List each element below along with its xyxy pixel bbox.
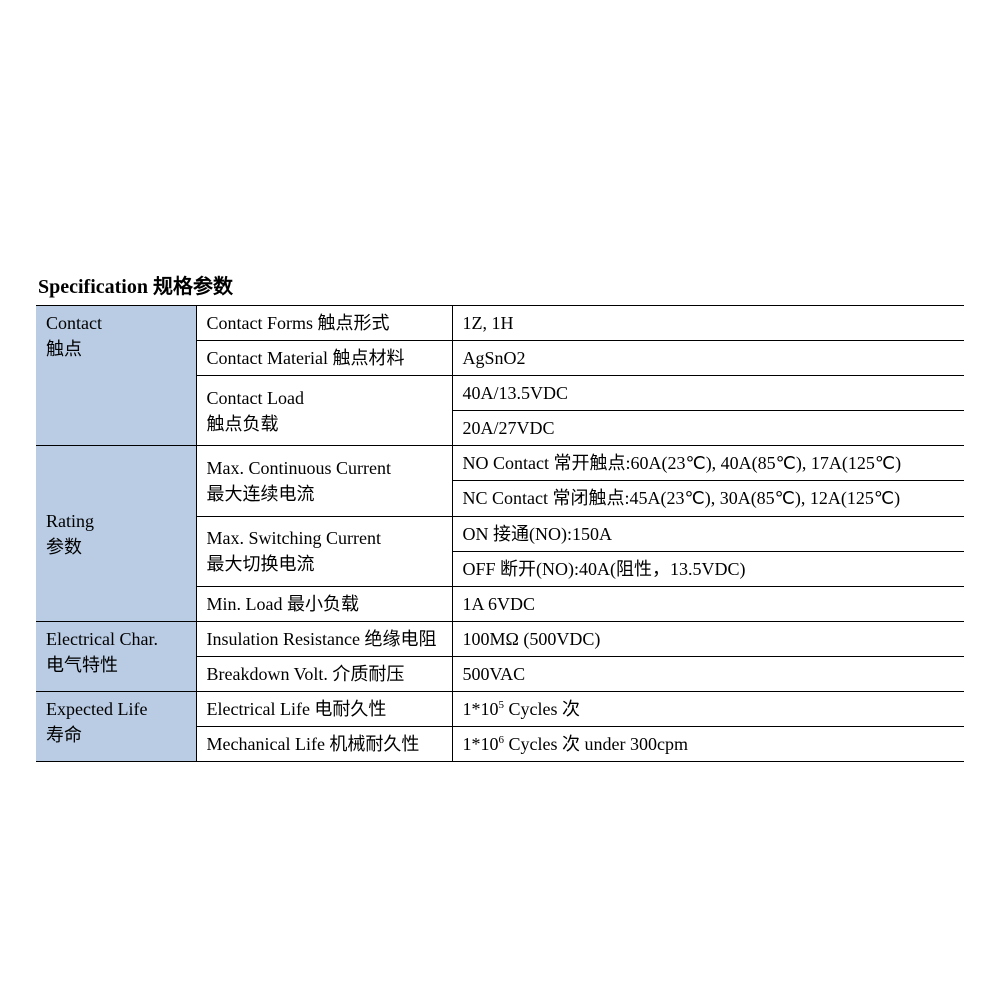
param-cell: Contact Load触点负载: [196, 376, 452, 446]
category-cell: Expected Life寿命: [36, 692, 196, 762]
spec-table: Contact触点 Contact Forms 触点形式 1Z, 1H Cont…: [36, 305, 964, 762]
category-cell: Electrical Char.电气特性: [36, 621, 196, 691]
value-cell: 1*106 Cycles 次 under 300cpm: [452, 727, 964, 762]
category-label: Electrical Char.电气特性: [46, 629, 158, 675]
param-cell: Insulation Resistance 绝缘电阻: [196, 621, 452, 656]
category-label: Expected Life寿命: [46, 699, 147, 745]
value-cell: NO Contact 常开触点:60A(23℃), 40A(85℃), 17A(…: [452, 446, 964, 481]
value-cell: 1*105 Cycles 次: [452, 692, 964, 727]
page-title: Specification 规格参数: [36, 270, 964, 299]
value-cell: 100MΩ (500VDC): [452, 621, 964, 656]
value-cell: 1Z, 1H: [452, 306, 964, 341]
param-cell: Min. Load 最小负载: [196, 586, 452, 621]
value-cell: 40A/13.5VDC: [452, 376, 964, 411]
category-label: Contact触点: [46, 313, 102, 359]
param-cell: Mechanical Life 机械耐久性: [196, 727, 452, 762]
category-label: Rating参数: [46, 511, 94, 557]
param-cell: Breakdown Volt. 介质耐压: [196, 656, 452, 691]
value-cell: AgSnO2: [452, 341, 964, 376]
category-cell: Contact触点: [36, 306, 196, 446]
value-cell: NC Contact 常闭触点:45A(23℃), 30A(85℃), 12A(…: [452, 481, 964, 516]
param-cell: Contact Forms 触点形式: [196, 306, 452, 341]
category-cell: Rating参数: [36, 446, 196, 621]
param-cell: Contact Material 触点材料: [196, 341, 452, 376]
param-cell: Max. Switching Current最大切换电流: [196, 516, 452, 586]
param-cell: Electrical Life 电耐久性: [196, 692, 452, 727]
value-cell: 500VAC: [452, 656, 964, 691]
value-cell: ON 接通(NO):150A: [452, 516, 964, 551]
param-cell: Max. Continuous Current最大连续电流: [196, 446, 452, 516]
value-cell: 20A/27VDC: [452, 411, 964, 446]
value-cell: OFF 断开(NO):40A(阻性，13.5VDC): [452, 551, 964, 586]
value-cell: 1A 6VDC: [452, 586, 964, 621]
